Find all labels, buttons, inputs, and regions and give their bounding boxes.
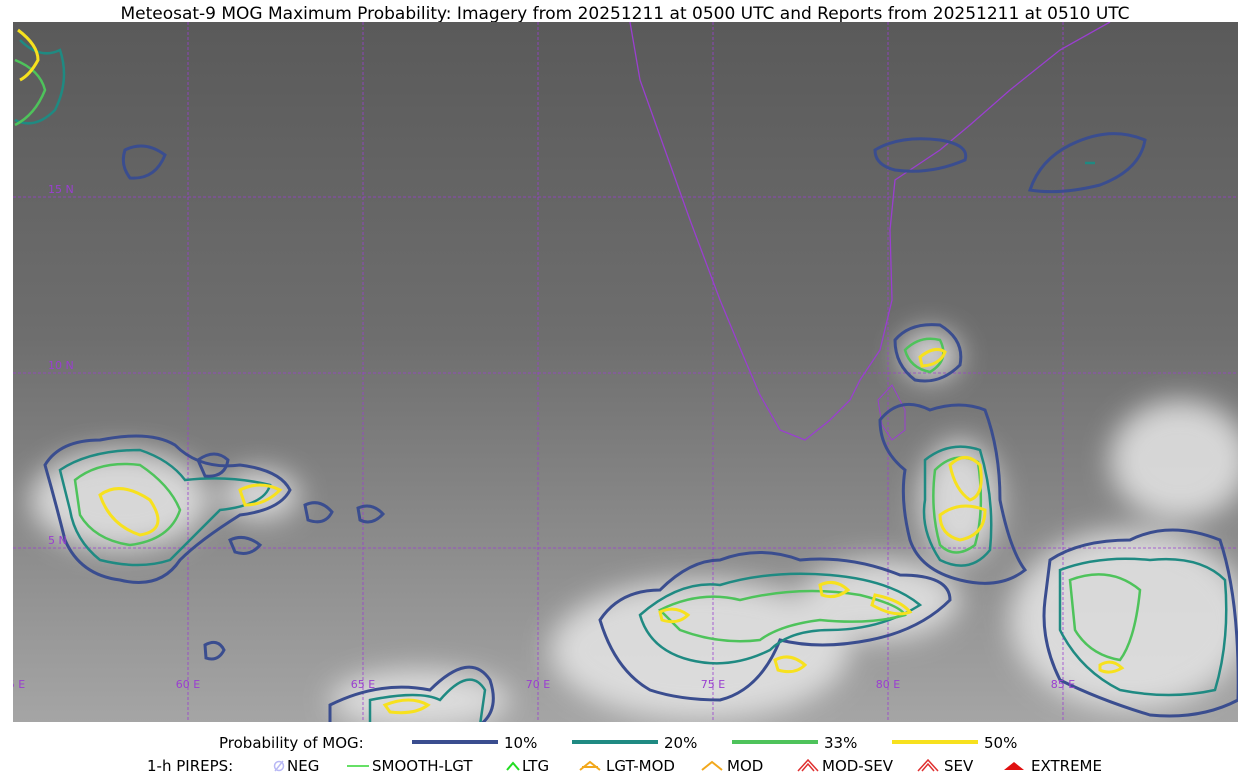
lat-label: 10 N	[48, 359, 74, 372]
pirep-label: SEV	[944, 757, 974, 775]
pirep-symbol	[797, 758, 819, 772]
pirep-symbol	[579, 760, 601, 771]
contours	[14, 28, 1238, 722]
pirep-symbol	[274, 760, 284, 772]
legend-label: 20%	[664, 734, 697, 752]
map: 15 N 10 N 5 N 55 E 60 E 65 E 70 E 75 E 8…	[1, 22, 1238, 722]
pirep-symbol	[701, 760, 723, 771]
pirep-label: LGT-MOD	[606, 757, 675, 775]
pirep-symbol	[506, 761, 520, 771]
legend-label: 10%	[504, 734, 537, 752]
pirep-label: MOD	[727, 757, 763, 775]
pirep-label: MOD-SEV	[822, 757, 894, 775]
pirep-symbol	[917, 758, 939, 772]
lon-label: 55 E	[1, 678, 25, 691]
legend-label: 50%	[984, 734, 1017, 752]
lon-label: 80 E	[876, 678, 900, 691]
pirep-symbol	[1004, 762, 1024, 770]
lon-label: 85 E	[1051, 678, 1075, 691]
legend-label: 33%	[824, 734, 857, 752]
title: Meteosat-9 MOG Maximum Probability: Imag…	[120, 4, 1129, 24]
pirep-symbol	[273, 760, 285, 772]
lon-label: 65 E	[351, 678, 375, 691]
grid-lines	[13, 22, 1238, 722]
pirep-label: NEG	[287, 757, 319, 775]
lon-label: 70 E	[526, 678, 550, 691]
coastline	[877, 384, 906, 441]
legend: Probability of MOG: 10% 20% 33% 50% 1-h …	[147, 734, 1102, 775]
lat-label: 15 N	[48, 183, 74, 196]
lon-label: 75 E	[701, 678, 725, 691]
lat-label: 5 N	[48, 534, 67, 547]
legend-title: 1-h PIREPS:	[147, 757, 233, 775]
coastline	[629, 22, 1111, 441]
pirep-label: SMOOTH-LGT	[372, 757, 473, 775]
legend-title: Probability of MOG:	[219, 734, 364, 752]
lon-label: 60 E	[176, 678, 200, 691]
grid-labels: 15 N 10 N 5 N 55 E 60 E 65 E 70 E 75 E 8…	[1, 183, 1075, 691]
pirep-label: EXTREME	[1031, 757, 1102, 775]
pirep-label: LTG	[522, 757, 549, 775]
